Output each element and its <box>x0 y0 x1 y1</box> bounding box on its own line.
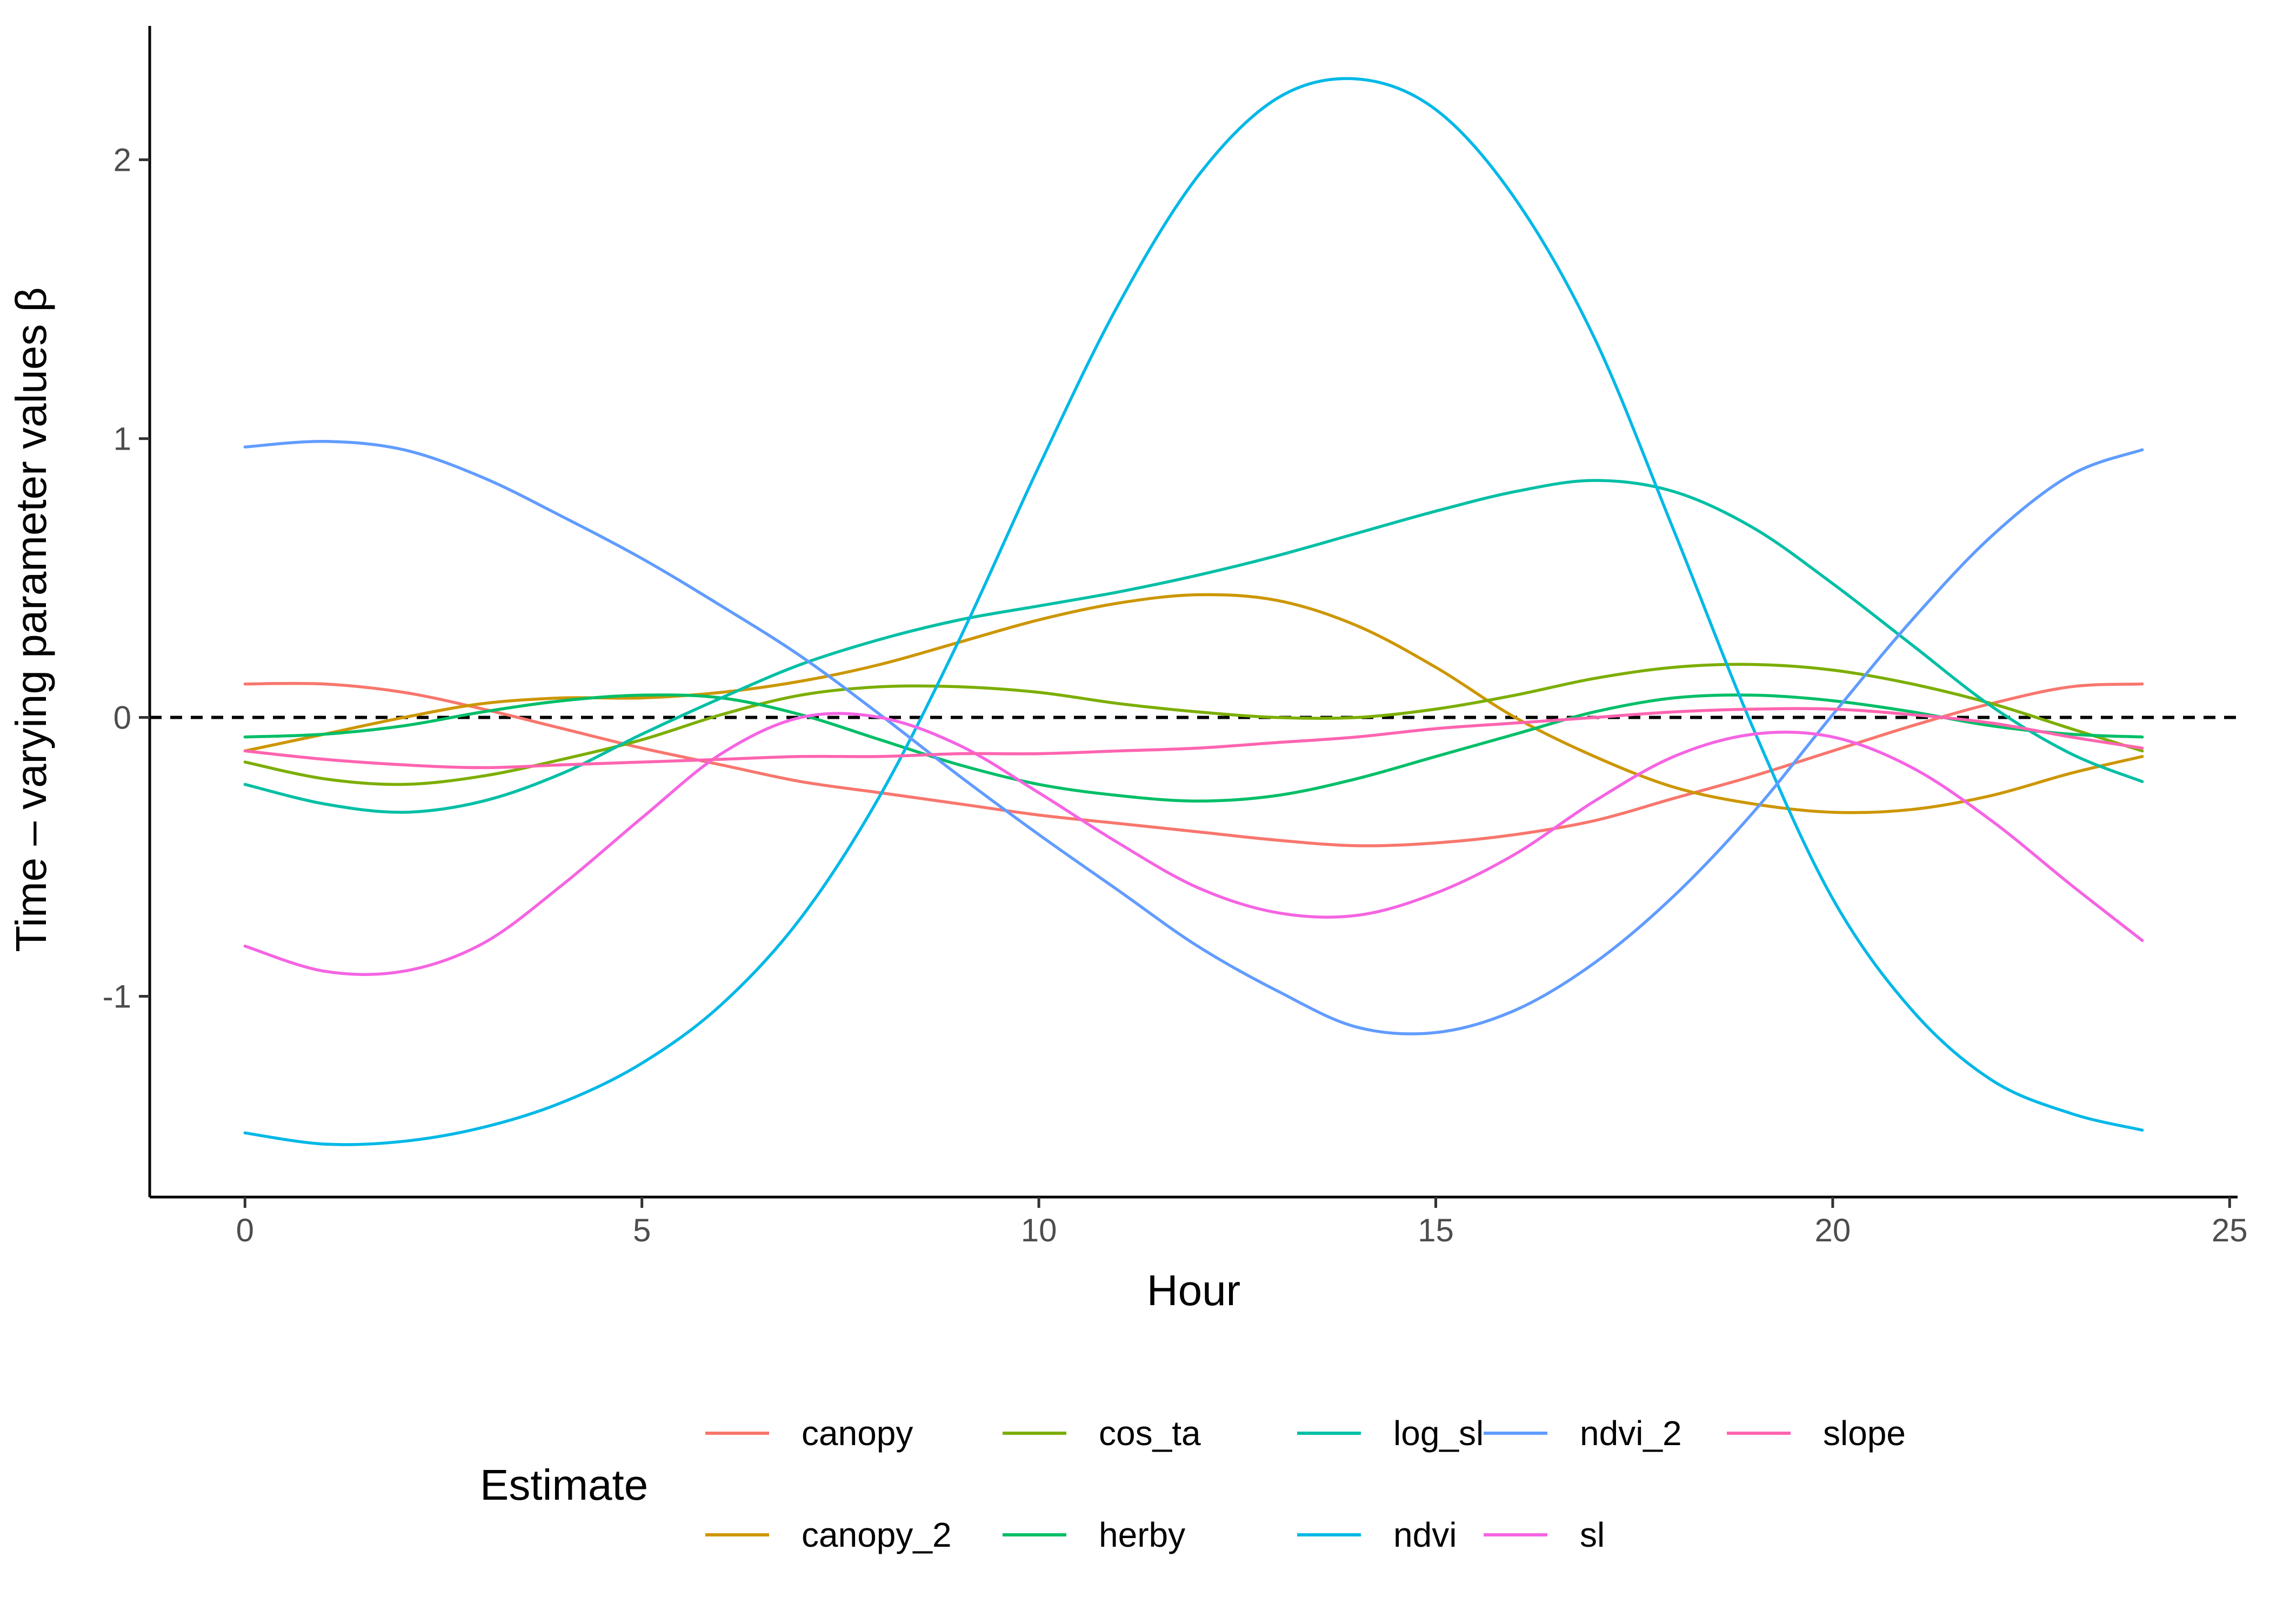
series-line-canopy <box>243 681 2144 847</box>
legend-item-log-sl: log_sl <box>1297 1414 1484 1453</box>
legend-item-ndvi-2: ndvi_2 <box>1484 1414 1682 1453</box>
x-tick-label: 20 <box>1815 1212 1851 1248</box>
legend-label: log_sl <box>1393 1414 1484 1453</box>
legend-title: Estimate <box>480 1461 648 1509</box>
y-tick-label: 2 <box>114 142 131 178</box>
axes: 0 5 10 15 20 25 -1 0 1 2 <box>103 26 2248 1248</box>
plot-area <box>150 77 2238 1146</box>
legend-label: canopy <box>802 1414 913 1453</box>
x-axis-title: Hour <box>1147 1266 1240 1314</box>
series-line-slope <box>243 707 2144 770</box>
y-tick-label: -1 <box>103 979 131 1015</box>
y-axis-title: Time – varying parameter values β <box>7 287 55 952</box>
legend-item-herby: herby <box>1003 1515 1185 1554</box>
legend-label: canopy_2 <box>802 1515 952 1554</box>
series-line-cos-ta <box>243 663 2144 786</box>
series-line-canopy-2 <box>243 593 2144 814</box>
legend-label: ndvi_2 <box>1580 1414 1682 1453</box>
x-tick-label: 15 <box>1418 1212 1454 1248</box>
x-tick-label: 25 <box>2212 1212 2248 1248</box>
series-line-log-sl <box>243 479 2144 814</box>
x-tick-label: 0 <box>236 1212 254 1248</box>
legend-item-cos-ta: cos_ta <box>1003 1414 1201 1453</box>
legend-label: sl <box>1580 1515 1605 1554</box>
y-tick-label: 1 <box>114 421 131 457</box>
legend-item-slope: slope <box>1727 1414 1906 1453</box>
legend-item-canopy: canopy <box>705 1414 913 1453</box>
x-tick-label: 10 <box>1021 1212 1057 1248</box>
x-tick-label: 5 <box>633 1212 651 1248</box>
y-tick-label: 0 <box>114 700 131 736</box>
series-line-ndvi <box>243 77 2144 1146</box>
legend-item-sl: sl <box>1484 1515 1605 1554</box>
series-line-ndvi-2 <box>243 440 2144 1035</box>
series-line-sl <box>243 712 2144 976</box>
legend-item-ndvi: ndvi <box>1297 1515 1457 1554</box>
legend-label: cos_ta <box>1099 1414 1201 1453</box>
series-line-herby <box>243 693 2144 803</box>
legend-label: ndvi <box>1393 1515 1457 1554</box>
legend-label: slope <box>1823 1414 1906 1453</box>
legend-item-canopy-2: canopy_2 <box>705 1515 952 1554</box>
legend-label: herby <box>1099 1515 1185 1554</box>
